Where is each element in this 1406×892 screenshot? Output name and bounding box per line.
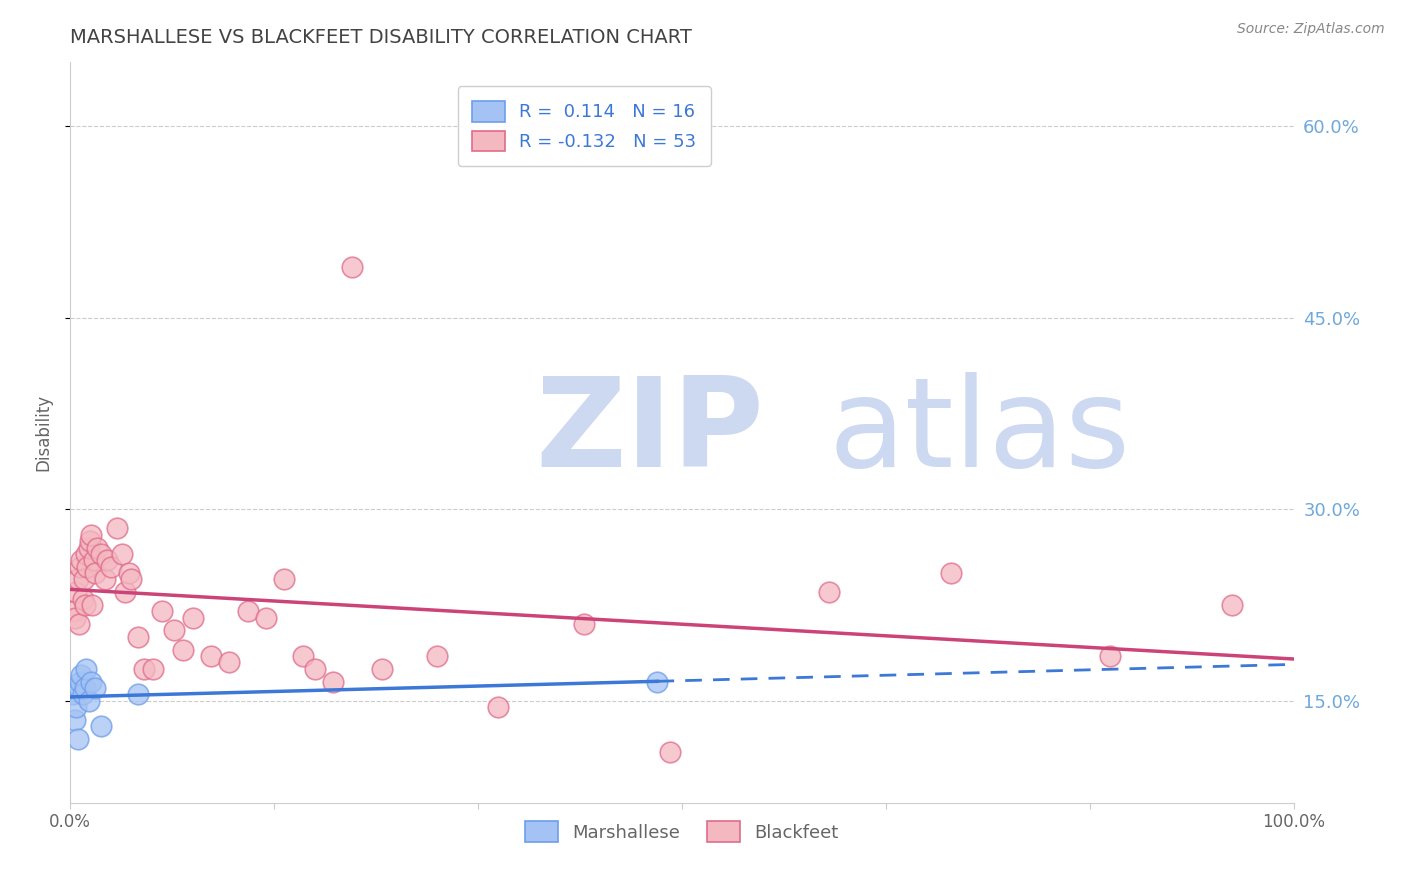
Text: MARSHALLESE VS BLACKFEET DISABILITY CORRELATION CHART: MARSHALLESE VS BLACKFEET DISABILITY CORR… [70,28,692,47]
Point [65,700,87,714]
Point [1220,598,1243,612]
Point [82,598,104,612]
Point [72,687,94,701]
Point [132,662,155,676]
Point [150,604,173,618]
Point [572,617,595,632]
Point [77,541,100,555]
Point [80,674,103,689]
Point [67,617,90,632]
Point [254,611,277,625]
Point [118,566,141,580]
Point [127,687,149,701]
Point [66,573,89,587]
Legend: Marshallese, Blackfeet: Marshallese, Blackfeet [519,814,845,849]
Point [73,573,96,587]
Point [86,541,108,555]
Point [73,598,96,612]
Point [100,559,122,574]
Point [80,527,103,541]
Point [75,662,97,676]
Point [322,674,344,689]
Point [96,553,118,567]
Point [63,604,86,618]
Point [658,745,681,759]
Point [93,573,115,587]
Y-axis label: Disability: Disability [34,394,52,471]
Point [304,662,326,676]
Point [83,566,105,580]
Point [218,656,240,670]
Point [426,648,449,663]
Point [121,573,143,587]
Point [817,585,839,599]
Point [105,521,128,535]
Point [111,547,134,561]
Point [83,681,105,695]
Point [90,719,112,733]
Text: ZIP: ZIP [536,372,763,493]
Point [72,591,94,606]
Point [62,687,84,701]
Point [76,559,98,574]
Point [236,604,259,618]
Point [69,559,91,574]
Point [73,681,96,695]
Point [181,611,204,625]
Point [67,681,90,695]
Point [90,547,112,561]
Point [70,553,93,567]
Point [488,700,510,714]
Point [69,674,91,689]
Point [83,553,105,567]
Point [79,534,101,549]
Point [63,713,86,727]
Point [65,585,87,599]
Point [66,731,89,746]
Point [127,630,149,644]
Text: Source: ZipAtlas.com: Source: ZipAtlas.com [1237,22,1385,37]
Point [63,611,86,625]
Point [142,662,165,676]
Point [200,648,222,663]
Point [1099,648,1122,663]
Point [291,648,314,663]
Point [114,585,136,599]
Text: atlas: atlas [828,372,1130,493]
Point [70,668,93,682]
Point [371,662,394,676]
Point [163,624,186,638]
Point [647,674,669,689]
Point [172,642,194,657]
Point [340,260,363,274]
Point [939,566,962,580]
Point [75,547,97,561]
Point [77,694,100,708]
Point [273,573,295,587]
